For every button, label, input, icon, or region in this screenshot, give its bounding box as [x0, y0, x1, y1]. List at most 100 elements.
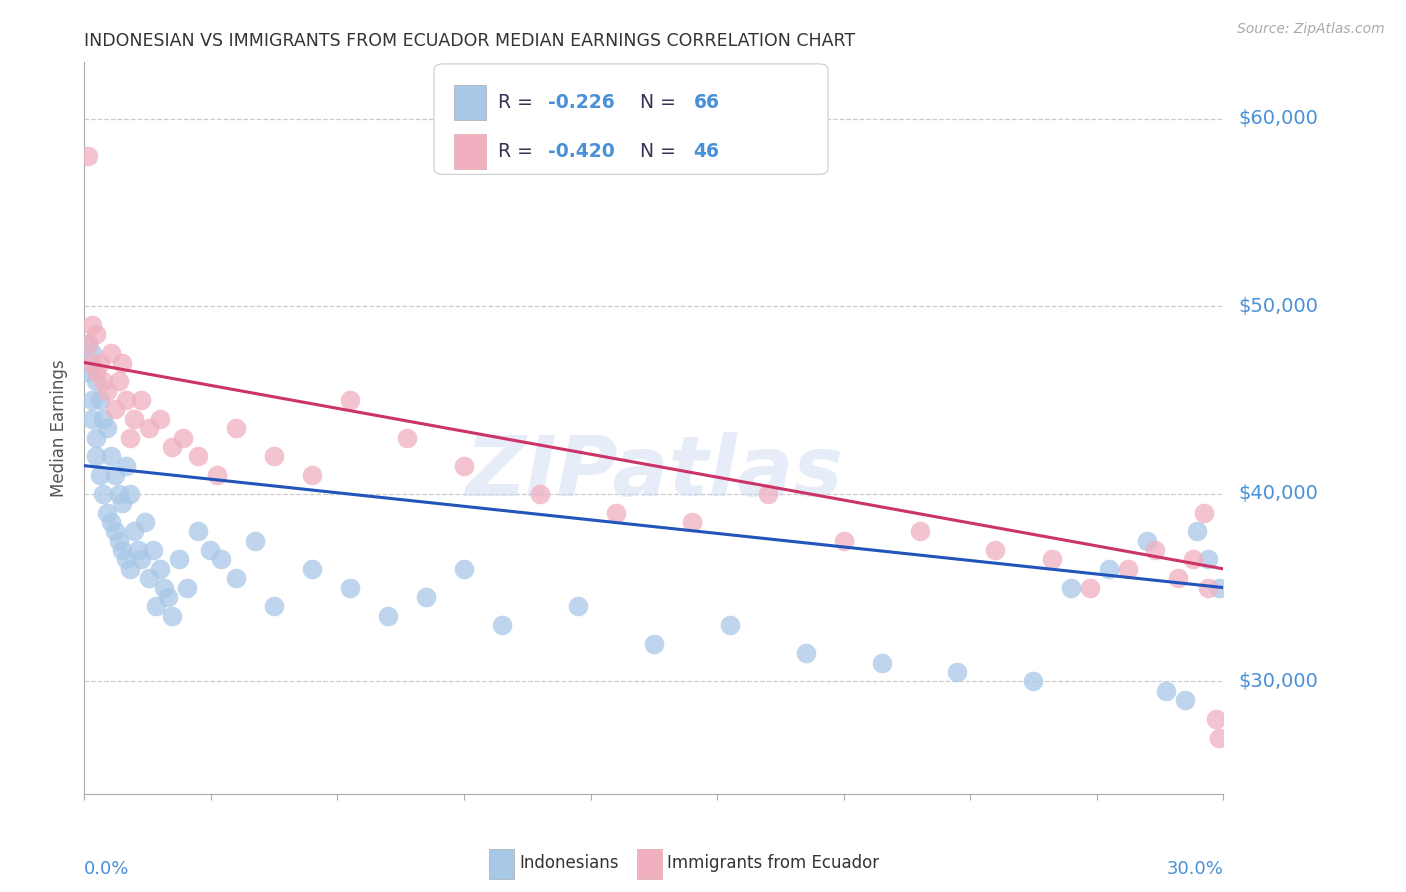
Point	[118, 562, 141, 576]
Point	[84, 365, 107, 379]
Point	[1167, 571, 1189, 585]
Text: ZIPatlas: ZIPatlas	[465, 432, 842, 513]
Point	[115, 552, 138, 566]
Text: N =: N =	[627, 142, 682, 161]
Point	[870, 656, 893, 670]
Point	[89, 392, 111, 407]
Point	[1205, 712, 1227, 726]
Point	[172, 431, 194, 445]
Point	[415, 590, 437, 604]
Point	[225, 571, 247, 585]
Text: 46: 46	[693, 142, 720, 161]
Point	[138, 421, 160, 435]
Point	[1080, 581, 1102, 595]
Point	[131, 392, 153, 407]
Point	[1208, 731, 1230, 745]
Point	[1208, 581, 1230, 595]
Text: -0.420: -0.420	[548, 142, 614, 161]
Point	[104, 402, 127, 417]
Point	[718, 618, 741, 632]
Point	[832, 533, 855, 548]
Point	[122, 411, 145, 425]
Point	[89, 468, 111, 483]
Point	[1042, 552, 1064, 566]
Point	[339, 581, 361, 595]
Point	[187, 524, 209, 539]
Point	[96, 421, 118, 435]
Point	[1143, 543, 1166, 558]
Point	[301, 468, 323, 483]
Text: Immigrants from Ecuador: Immigrants from Ecuador	[668, 855, 880, 872]
Point	[984, 543, 1007, 558]
Text: 66: 66	[693, 93, 720, 112]
Point	[115, 392, 138, 407]
Point	[93, 411, 115, 425]
Point	[756, 487, 779, 501]
Point	[1156, 683, 1178, 698]
Point	[96, 384, 118, 398]
Point	[681, 515, 703, 529]
Point	[169, 552, 191, 566]
Text: -0.226: -0.226	[548, 93, 614, 112]
Point	[453, 562, 475, 576]
Point	[111, 543, 134, 558]
Point	[111, 355, 134, 369]
Point	[1197, 552, 1219, 566]
Point	[93, 374, 115, 388]
Point	[80, 392, 103, 407]
Point	[377, 608, 399, 623]
Point	[131, 552, 153, 566]
Point	[100, 515, 122, 529]
Text: Source: ZipAtlas.com: Source: ZipAtlas.com	[1237, 22, 1385, 37]
Point	[1060, 581, 1083, 595]
Point	[127, 543, 149, 558]
Point	[225, 421, 247, 435]
Point	[1174, 693, 1197, 707]
Text: R =: R =	[498, 93, 538, 112]
Point	[84, 450, 107, 464]
Point	[1022, 674, 1045, 689]
Point	[122, 524, 145, 539]
Point	[118, 487, 141, 501]
Point	[263, 450, 285, 464]
Text: $30,000: $30,000	[1239, 672, 1319, 690]
Text: $40,000: $40,000	[1239, 484, 1319, 503]
Point	[1194, 506, 1216, 520]
Point	[134, 515, 156, 529]
Point	[77, 149, 100, 163]
Text: Indonesians: Indonesians	[519, 855, 619, 872]
Point	[207, 468, 229, 483]
Point	[149, 562, 172, 576]
Point	[84, 374, 107, 388]
Point	[100, 346, 122, 360]
Point	[176, 581, 198, 595]
Point	[187, 450, 209, 464]
Point	[1197, 581, 1219, 595]
Point	[160, 440, 183, 454]
Point	[77, 336, 100, 351]
Text: N =: N =	[627, 93, 682, 112]
FancyBboxPatch shape	[454, 134, 486, 169]
Point	[1185, 524, 1208, 539]
Point	[160, 608, 183, 623]
Point	[80, 411, 103, 425]
Point	[643, 637, 665, 651]
Text: 0.0%: 0.0%	[84, 860, 129, 878]
Text: $60,000: $60,000	[1239, 109, 1319, 128]
Point	[1181, 552, 1204, 566]
Point	[115, 458, 138, 473]
FancyBboxPatch shape	[637, 849, 662, 880]
Point	[1118, 562, 1140, 576]
Point	[453, 458, 475, 473]
Point	[145, 599, 167, 614]
Point	[89, 355, 111, 369]
Point	[107, 487, 129, 501]
Point	[209, 552, 232, 566]
Point	[138, 571, 160, 585]
Point	[946, 665, 969, 679]
Point	[1136, 533, 1159, 548]
Point	[149, 411, 172, 425]
Point	[396, 431, 419, 445]
Point	[118, 431, 141, 445]
Point	[111, 496, 134, 510]
